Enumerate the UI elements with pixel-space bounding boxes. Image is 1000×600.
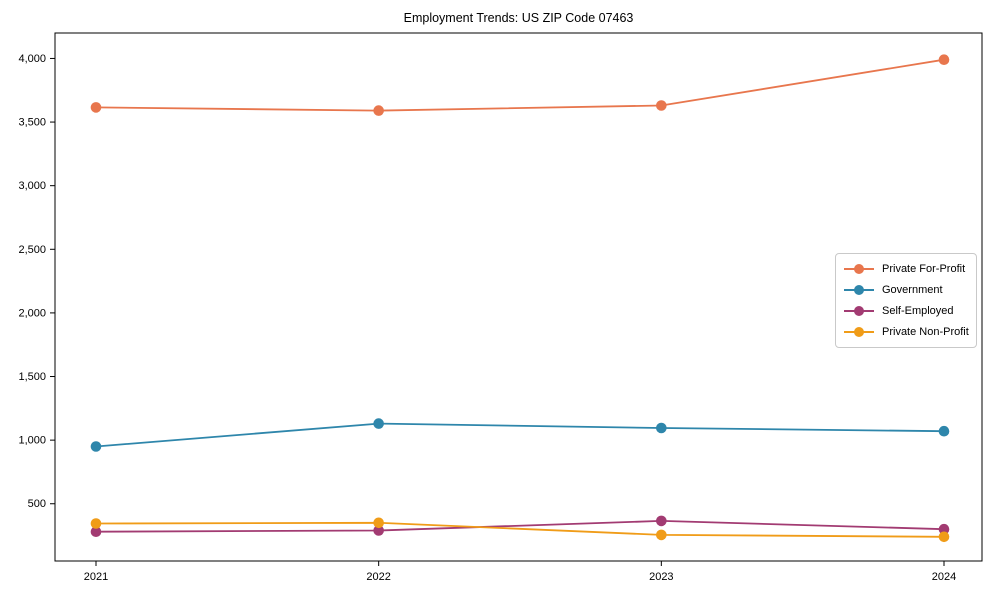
legend-label: Self-Employed: [882, 304, 954, 317]
x-tick-label: 2022: [366, 571, 390, 583]
legend-label: Private For-Profit: [882, 263, 966, 276]
data-point-government-2023: [656, 422, 667, 434]
legend-item-government: Government: [844, 280, 968, 300]
y-tick-label: 2,000: [18, 307, 46, 319]
y-tick-label: 3,500: [18, 117, 46, 129]
y-tick-label: 2,500: [18, 244, 46, 256]
plot-border: [54, 32, 983, 562]
data-point-government-2021: [90, 441, 102, 452]
data-point-government-2022: [373, 418, 384, 429]
x-tick-label: 2024: [932, 571, 956, 583]
data-point-self-employed-2024: [938, 523, 950, 535]
series-line-private-for-profit: [95, 58, 945, 112]
series-line-private-non-profit: [95, 521, 945, 538]
y-tick-label: 4,000: [18, 53, 46, 65]
line-marker-icon: [844, 263, 874, 275]
legend-label: Private Non-Profit: [882, 325, 969, 338]
line-marker-icon: [844, 326, 874, 338]
legend-label: Government: [882, 284, 943, 297]
data-point-self-employed-2022: [373, 525, 384, 536]
line-marker-icon: [844, 284, 874, 296]
x-tick-label: 2021: [84, 571, 108, 583]
data-point-private-for-profit-2023: [656, 100, 667, 111]
x-tick-label: 2023: [649, 571, 673, 583]
data-point-self-employed-2023: [656, 515, 667, 527]
data-point-private-non-profit-2024: [938, 531, 950, 543]
series-line-self-employed: [95, 520, 945, 533]
y-tick-label: 3,000: [18, 180, 46, 192]
data-point-private-non-profit-2023: [656, 529, 667, 541]
chart-title: Employment Trends: US ZIP Code 07463: [403, 11, 634, 25]
legend-item-self-employed: Self-Employed: [844, 301, 968, 321]
data-point-private-for-profit-2022: [373, 105, 384, 116]
data-point-private-non-profit-2021: [90, 518, 102, 529]
line-marker-icon: [844, 305, 874, 317]
data-point-private-non-profit-2022: [373, 517, 384, 529]
data-point-private-for-profit-2024: [938, 54, 950, 65]
series-line-government: [95, 422, 945, 448]
y-tick-label: 1,500: [18, 371, 46, 383]
legend-item-private-for-profit: Private For-Profit: [844, 259, 968, 279]
data-point-government-2024: [938, 425, 950, 437]
y-tick-label: 500: [28, 498, 46, 510]
legend: Private For-Profit Government Self-Emplo…: [835, 253, 977, 348]
data-point-private-for-profit-2021: [90, 102, 102, 113]
y-tick-label: 1,000: [18, 435, 46, 447]
data-point-self-employed-2021: [90, 526, 102, 537]
legend-item-private-non-profit: Private Non-Profit: [844, 322, 969, 342]
